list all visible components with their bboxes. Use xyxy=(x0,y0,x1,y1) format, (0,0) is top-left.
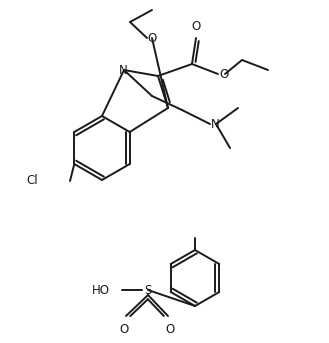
Text: S: S xyxy=(144,284,152,296)
Text: O: O xyxy=(165,323,175,336)
Text: Cl: Cl xyxy=(26,175,38,188)
Text: N: N xyxy=(119,63,127,76)
Text: HO: HO xyxy=(92,284,110,296)
Text: O: O xyxy=(219,68,228,81)
Text: N: N xyxy=(211,118,220,130)
Text: O: O xyxy=(191,20,201,33)
Text: O: O xyxy=(147,32,157,45)
Text: O: O xyxy=(119,323,129,336)
